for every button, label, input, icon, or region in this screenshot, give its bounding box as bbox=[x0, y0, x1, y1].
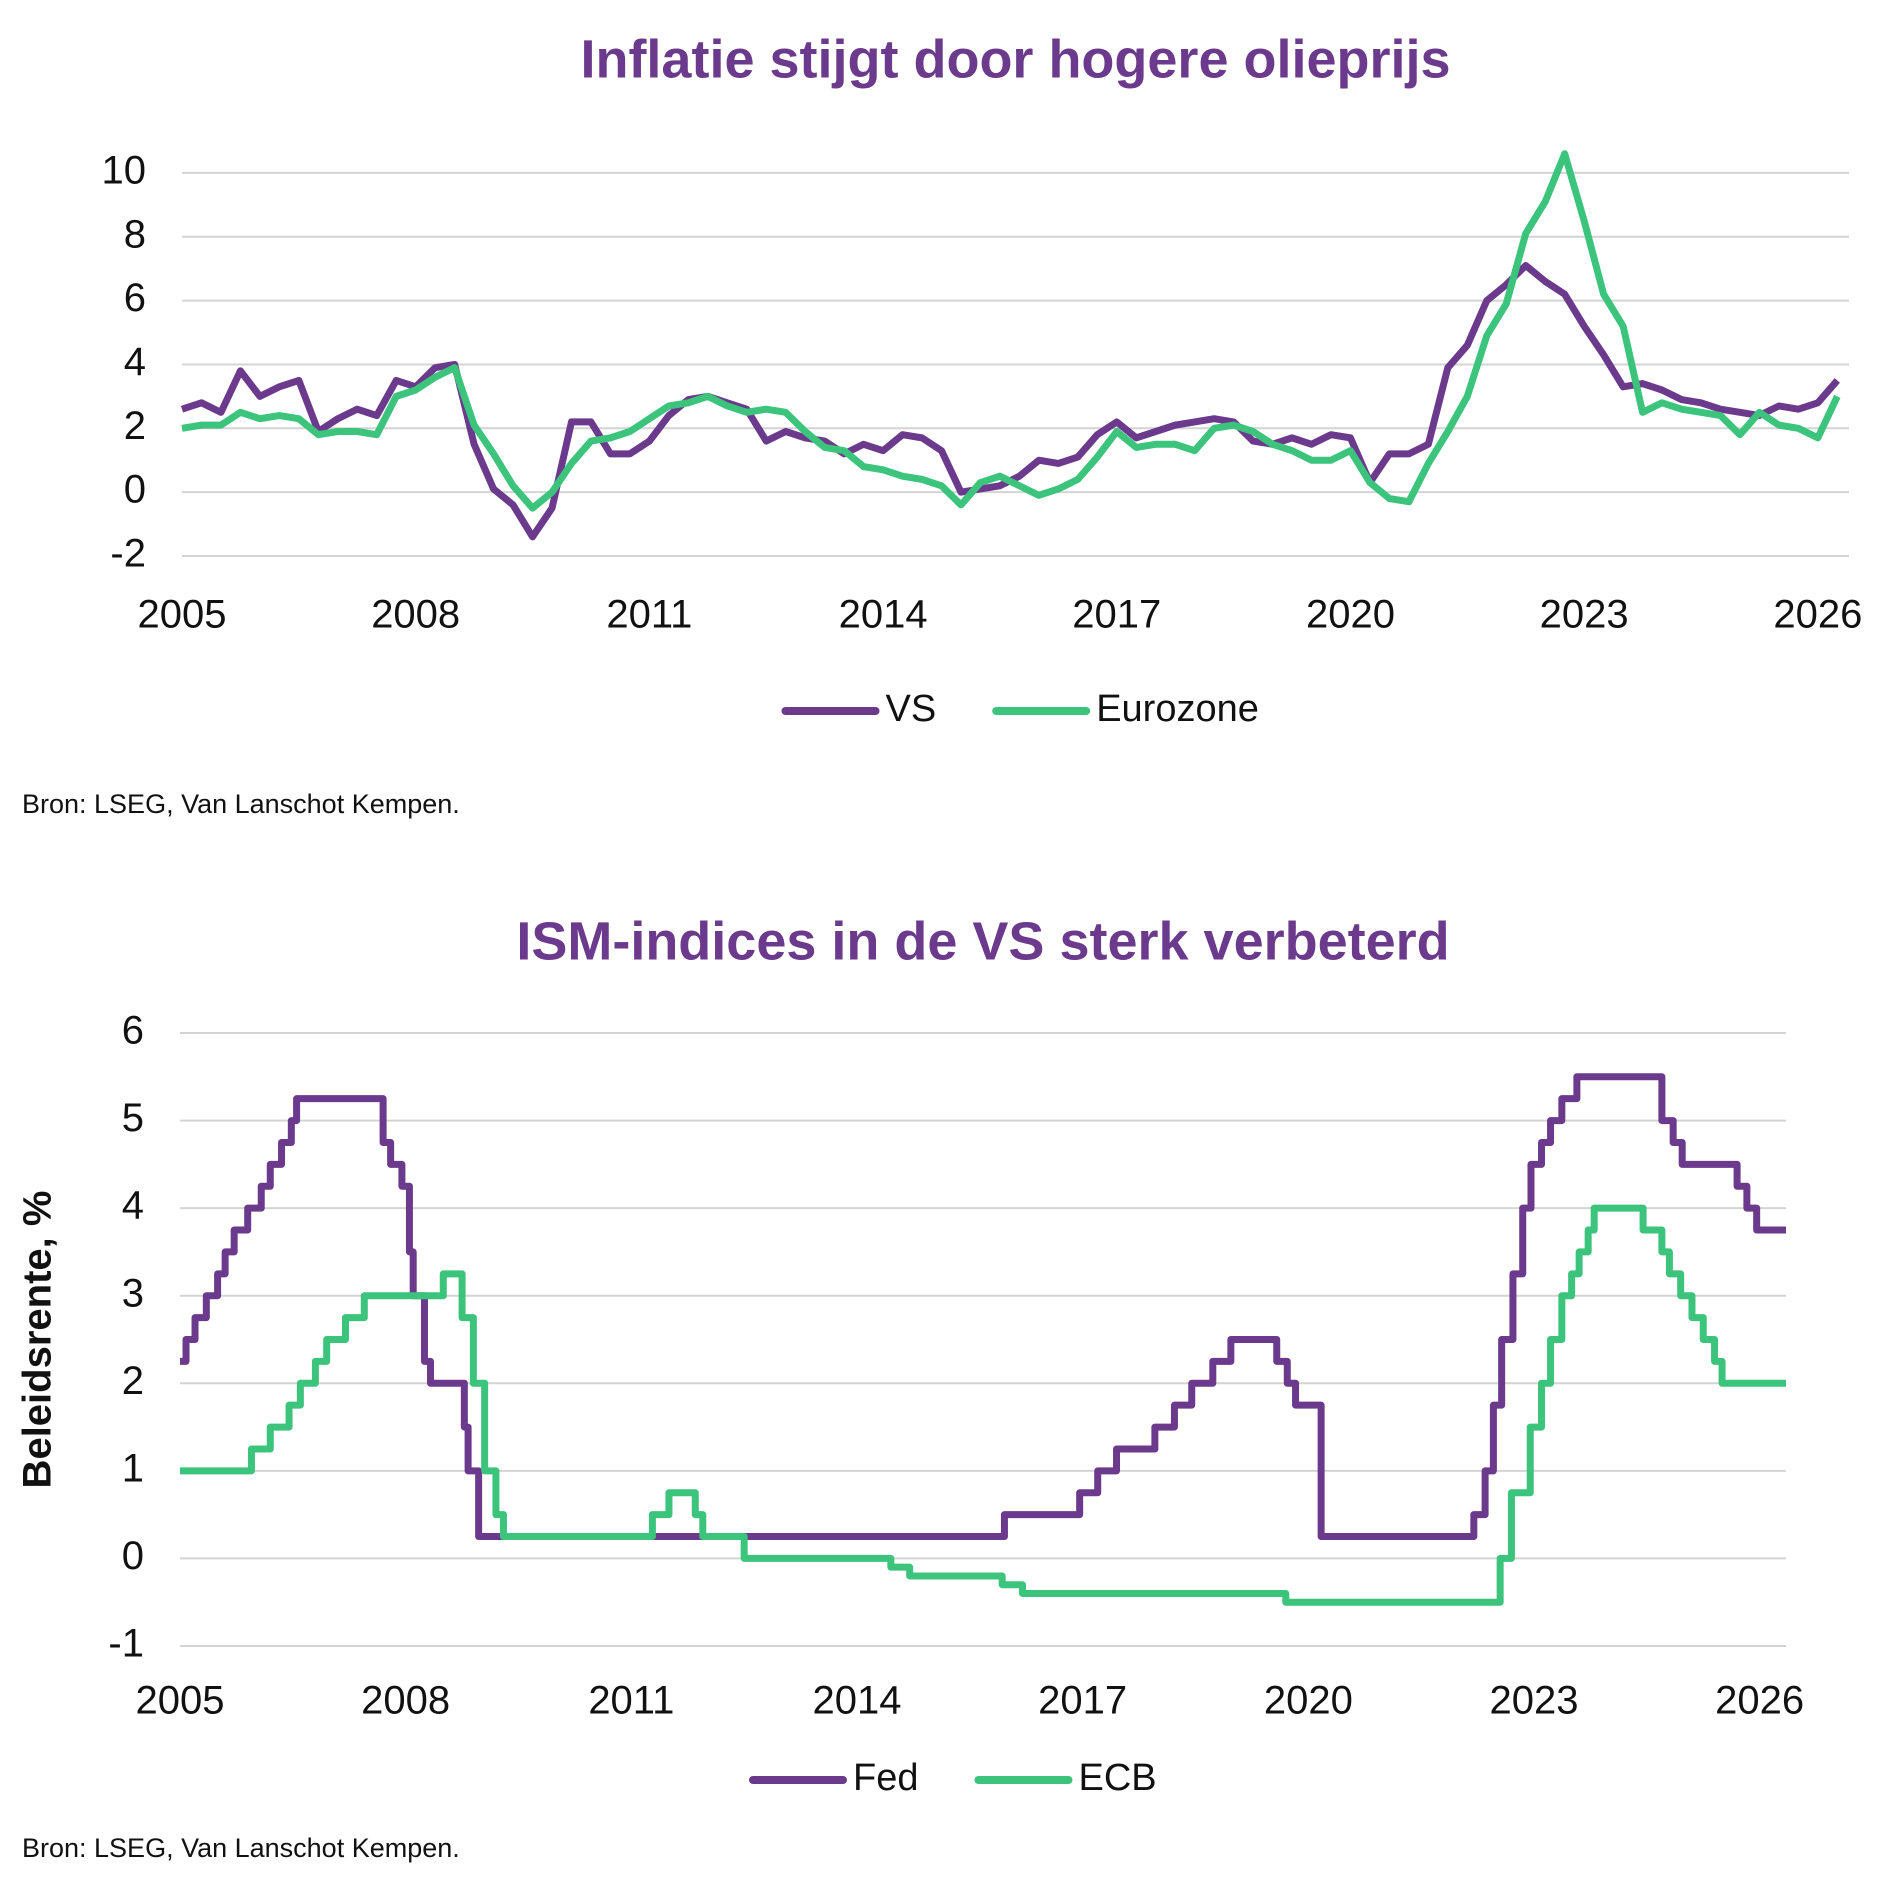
data-line bbox=[180, 262, 1840, 541]
y-tick-label: -2 bbox=[110, 532, 146, 576]
x-tick-label: 2011 bbox=[588, 1679, 674, 1723]
legend-label: VS bbox=[886, 688, 937, 730]
x-tick-label: 2008 bbox=[371, 593, 460, 637]
x-tick-label: 2014 bbox=[813, 1679, 902, 1723]
y-tick-label: 5 bbox=[122, 1096, 144, 1140]
legend-label: Fed bbox=[853, 1757, 918, 1799]
y-tick-label: 0 bbox=[124, 468, 146, 512]
x-tick-label: 2023 bbox=[1540, 593, 1629, 637]
y-tick-label: 4 bbox=[124, 340, 146, 384]
y-tick-label: 6 bbox=[124, 276, 146, 320]
x-tick-label: 2020 bbox=[1264, 1679, 1353, 1723]
y-tick-label: 2 bbox=[122, 1359, 144, 1403]
y-tick-label: 4 bbox=[122, 1184, 144, 1228]
data-line bbox=[181, 150, 1841, 512]
x-tick-label: 2017 bbox=[1072, 593, 1161, 637]
y-tick-label: -1 bbox=[108, 1622, 144, 1666]
y-axis-label: Beleidsrente, % bbox=[16, 1191, 60, 1489]
x-tick-label: 2005 bbox=[138, 593, 227, 637]
data-line bbox=[180, 1073, 1786, 1541]
x-tick-label: 2017 bbox=[1038, 1679, 1127, 1723]
x-tick-label: 2023 bbox=[1490, 1679, 1579, 1723]
y-tick-label: 1 bbox=[122, 1446, 144, 1490]
y-tick-label: 2 bbox=[124, 404, 146, 448]
x-tick-label: 2026 bbox=[1715, 1679, 1804, 1723]
legend-label: ECB bbox=[1078, 1757, 1156, 1799]
x-tick-label: 2008 bbox=[361, 1679, 450, 1723]
legend-label: Eurozone bbox=[1096, 688, 1259, 730]
y-tick-label: 3 bbox=[122, 1271, 144, 1315]
x-tick-label: 2011 bbox=[606, 593, 692, 637]
y-tick-label: 0 bbox=[122, 1534, 144, 1578]
x-tick-label: 2026 bbox=[1773, 593, 1862, 637]
source-note: Bron: LSEG, Van Lanschot Kempen. bbox=[22, 789, 460, 819]
data-line bbox=[180, 1204, 1786, 1606]
source-note: Bron: LSEG, Van Lanschot Kempen. bbox=[22, 1833, 460, 1863]
y-tick-label: 6 bbox=[122, 1009, 144, 1053]
chart-title: Inflatie stijgt door hogere olieprijs bbox=[580, 29, 1450, 89]
x-tick-label: 2005 bbox=[136, 1679, 225, 1723]
y-tick-label: 8 bbox=[124, 212, 146, 256]
chart-title: ISM-indices in de VS sterk verbeterd bbox=[516, 911, 1449, 971]
y-tick-label: 10 bbox=[102, 148, 147, 192]
x-tick-label: 2014 bbox=[839, 593, 928, 637]
x-tick-label: 2020 bbox=[1306, 593, 1395, 637]
